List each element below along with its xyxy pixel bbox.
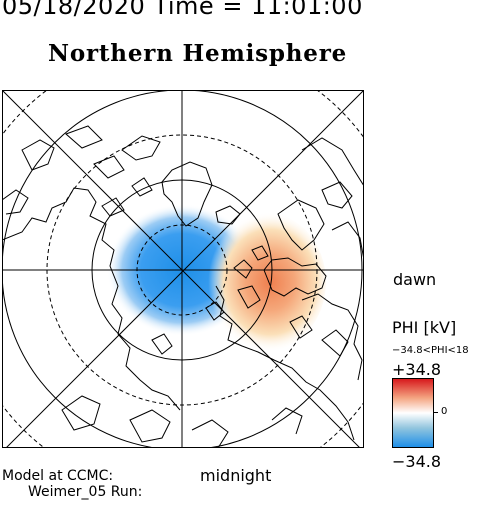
map-frame xyxy=(2,90,364,448)
hemisphere-title: Northern Hemisphere xyxy=(48,40,348,67)
colorbar-zero-tick xyxy=(434,412,438,413)
coastlines xyxy=(2,125,364,448)
colorbar-range: −34.8<PHI<18 xyxy=(392,345,469,356)
model-label: Model at CCMC: xyxy=(2,468,114,484)
polar-map xyxy=(2,90,364,448)
positive-potential-cell xyxy=(202,212,326,352)
colorbar xyxy=(392,378,434,448)
midnight-label: midnight xyxy=(200,466,272,485)
colorbar-title: PHI [kV] xyxy=(392,318,457,337)
meridian-line xyxy=(2,90,361,448)
date-time-title: 05/18/2020 Time = 11:01:00 xyxy=(2,0,363,20)
colorbar-zero-label: 0 xyxy=(441,406,448,417)
model-run-label: Weimer_05 Run: xyxy=(28,484,143,500)
colorbar-max-label: +34.8 xyxy=(392,360,442,379)
colorbar-min-label: −34.8 xyxy=(392,452,442,471)
meridian-line xyxy=(5,90,364,448)
dawn-label: dawn xyxy=(393,270,437,289)
